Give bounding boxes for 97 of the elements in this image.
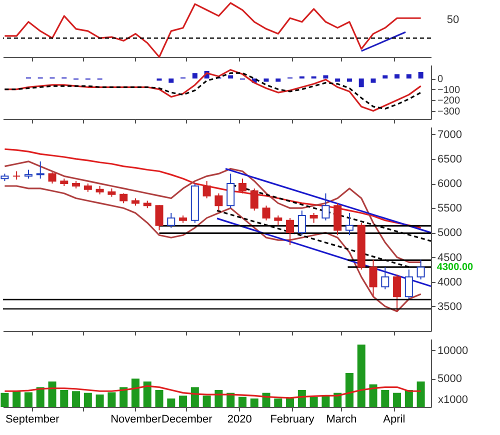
y-tick-label: 5000 [438, 227, 462, 240]
bar [36, 387, 44, 407]
bar [238, 396, 246, 407]
y-tick-label: 6000 [438, 178, 462, 190]
text: x1000 [438, 394, 468, 406]
candlestick [250, 188, 258, 212]
bar [96, 394, 104, 407]
bar [190, 387, 199, 407]
candlestick [155, 204, 164, 231]
candlestick [286, 217, 294, 246]
bar [416, 382, 425, 407]
line-series [4, 160, 422, 263]
candlestick [262, 205, 270, 221]
candlestick [381, 266, 390, 290]
bar [228, 75, 234, 78]
line-series [4, 385, 422, 399]
candlestick [238, 178, 246, 194]
bar [84, 392, 92, 407]
y-tick-label: −300 [438, 106, 460, 118]
bar [393, 392, 402, 407]
bar [60, 390, 68, 407]
candlestick [369, 259, 378, 298]
candlestick [12, 170, 21, 180]
bar [12, 391, 21, 407]
candlestick [202, 180, 211, 199]
bar [394, 74, 400, 78]
candlestick [322, 192, 330, 221]
bar [418, 72, 424, 78]
bar [250, 398, 258, 407]
x-tick-label: April [383, 414, 406, 426]
bar [131, 378, 140, 407]
bar [346, 78, 352, 82]
bar [167, 398, 176, 407]
y-tick-label: 4000 [438, 276, 462, 288]
x-tick-label: September [5, 414, 60, 426]
bar [72, 391, 80, 407]
x-tick-label: February [270, 414, 315, 426]
bar [298, 390, 306, 407]
bar [370, 78, 376, 83]
y-tick-label: 7000 [438, 128, 462, 141]
bar [345, 373, 354, 407]
bar [202, 396, 211, 407]
bar [155, 390, 164, 407]
line-series [4, 185, 422, 312]
bar [168, 78, 174, 83]
candlestick [36, 160, 44, 180]
y-tick-label: 6500 [438, 153, 462, 166]
candlestick [416, 259, 425, 280]
candlestick [48, 172, 56, 184]
bar [276, 78, 281, 82]
bar [310, 396, 318, 407]
candlestick [167, 212, 176, 228]
x-tick-label: 2020 [227, 414, 252, 426]
bar [143, 382, 152, 407]
bar [286, 398, 294, 407]
x-tick-label: November [110, 414, 162, 426]
bar [274, 398, 282, 407]
candlestick [404, 269, 413, 300]
candlestick [274, 214, 282, 226]
candlestick [393, 274, 402, 312]
y-tick-label: 4500 [438, 252, 462, 264]
bar [406, 74, 412, 78]
bar [322, 396, 330, 407]
text: 50 [446, 14, 460, 26]
bar [404, 390, 413, 407]
candlestick [310, 212, 318, 224]
text: 4300.00 [436, 262, 474, 274]
y-tick-label: 5500 [438, 202, 462, 215]
x-tick-label: December [162, 414, 213, 426]
y-tick-label: −200 [438, 96, 460, 107]
bar [24, 392, 32, 407]
bar [108, 392, 116, 407]
bar [357, 344, 366, 407]
bar [381, 390, 390, 407]
bar [192, 73, 198, 78]
candlestick [226, 173, 235, 209]
candlestick [298, 210, 306, 236]
line-series [4, 148, 422, 229]
y-tick-label: 5000 [438, 373, 462, 386]
bar [264, 78, 269, 82]
bar [335, 78, 340, 82]
bar [48, 382, 56, 407]
y-tick-label: −100 [438, 84, 460, 96]
candlestick [120, 192, 128, 204]
y-tick-label: 0 [438, 74, 444, 85]
candlestick [214, 192, 223, 212]
bar [382, 75, 388, 78]
bar [120, 387, 128, 407]
bar [179, 396, 188, 407]
bar [323, 75, 328, 78]
candlestick [345, 212, 354, 236]
bar [358, 78, 364, 88]
bar [369, 384, 378, 407]
y-tick-label: 10000 [438, 344, 468, 357]
bar [0, 392, 9, 407]
x-tick-label: March [326, 414, 357, 426]
y-tick-label: 3500 [438, 300, 462, 313]
